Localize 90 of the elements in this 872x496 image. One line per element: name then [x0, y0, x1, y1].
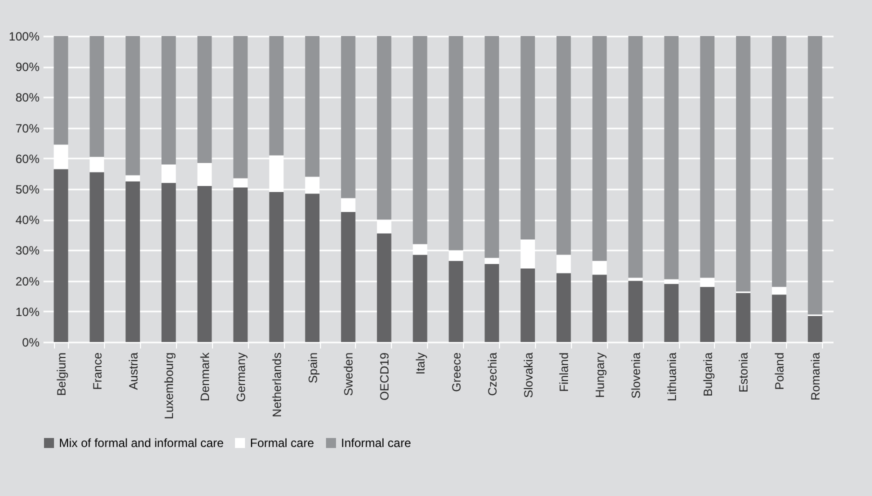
bar [808, 36, 822, 314]
bar [376, 233, 392, 342]
bar [808, 316, 822, 342]
y-tick-label: 10% [15, 304, 40, 319]
x-tick-label: Italy [414, 352, 428, 375]
x-tick-label: Hungary [593, 352, 608, 398]
bar [448, 260, 464, 342]
bar [700, 36, 714, 278]
legend-label: Mix of formal and informal care [59, 436, 224, 450]
bar [90, 172, 104, 342]
bar [556, 273, 571, 342]
bar [162, 164, 176, 183]
y-tick-label: 40% [15, 213, 40, 228]
x-tick-label: Finland [557, 352, 572, 392]
bar [90, 36, 104, 157]
x-tick-label: Greece [449, 352, 464, 392]
bar [556, 36, 571, 255]
x-tick-label: Germany [234, 352, 248, 402]
legend-label: Formal care [250, 436, 314, 450]
x-tick-label: Luxembourg [162, 352, 176, 420]
x-tick-label: Bulgaria [700, 352, 715, 397]
bar [54, 169, 68, 342]
bar [233, 36, 248, 178]
x-tick-label: Belgium [54, 352, 68, 396]
bar [700, 286, 714, 342]
bar [592, 260, 607, 275]
bar [233, 178, 248, 188]
x-tick-label: OECD19 [378, 352, 392, 401]
x-tick-label: Lithuania [664, 352, 679, 402]
bar [126, 175, 140, 182]
bar [664, 284, 679, 342]
y-tick-label: 90% [15, 60, 40, 74]
x-tick-label: Netherlands [270, 352, 284, 418]
x-tick-label: Romania [808, 352, 823, 401]
bar [772, 294, 786, 342]
bar [520, 268, 535, 342]
y-tick-label: 50% [15, 182, 40, 196]
x-tick-label: Spain [306, 352, 320, 384]
bar [269, 192, 284, 342]
bar [628, 36, 643, 278]
x-tick-label: Slovakia [521, 352, 536, 398]
bar [628, 278, 643, 281]
y-tick-label: 100% [8, 30, 40, 44]
bar [520, 36, 535, 240]
bar [341, 36, 356, 198]
bar [197, 186, 212, 342]
bar [126, 36, 140, 176]
bar [197, 162, 212, 186]
bar [484, 258, 500, 264]
bar [484, 36, 500, 258]
bar [772, 36, 786, 287]
bar [162, 182, 176, 342]
bar [162, 36, 176, 165]
x-tick-label: France [90, 352, 104, 390]
y-tick-label: 0% [22, 336, 40, 350]
y-tick-label: 80% [15, 90, 40, 105]
x-tick-label: Slovenia [629, 352, 643, 399]
bar [341, 212, 356, 342]
bar [592, 274, 607, 342]
x-tick-label: Estonia [736, 352, 751, 393]
y-tick-label: 30% [15, 244, 40, 258]
bar [305, 36, 320, 177]
bar [197, 36, 212, 163]
x-tick-label: Denmark [198, 352, 212, 402]
bar [664, 36, 679, 280]
y-tick-label: 20% [15, 274, 40, 288]
x-tick-label: Czechia [485, 352, 500, 396]
bar [305, 194, 320, 342]
bar [412, 254, 428, 342]
x-tick-label: Austria [126, 352, 140, 390]
bar [484, 264, 500, 342]
bar [448, 36, 464, 250]
bar [628, 280, 643, 342]
x-tick-label: Poland [772, 352, 787, 390]
bar [233, 187, 248, 342]
bar [772, 286, 786, 295]
bar [376, 36, 392, 220]
bar [412, 36, 428, 244]
x-tick-label: Sweden [342, 352, 356, 396]
bar [736, 293, 750, 342]
bar [592, 36, 607, 261]
y-tick-label: 60% [15, 152, 40, 166]
bar [126, 181, 140, 342]
bar [54, 36, 68, 145]
bar [341, 198, 356, 212]
y-tick-label: 70% [15, 121, 40, 136]
bar [556, 254, 571, 274]
legend-label: Informal care [341, 436, 412, 450]
bar [736, 36, 750, 292]
bar [269, 36, 284, 156]
